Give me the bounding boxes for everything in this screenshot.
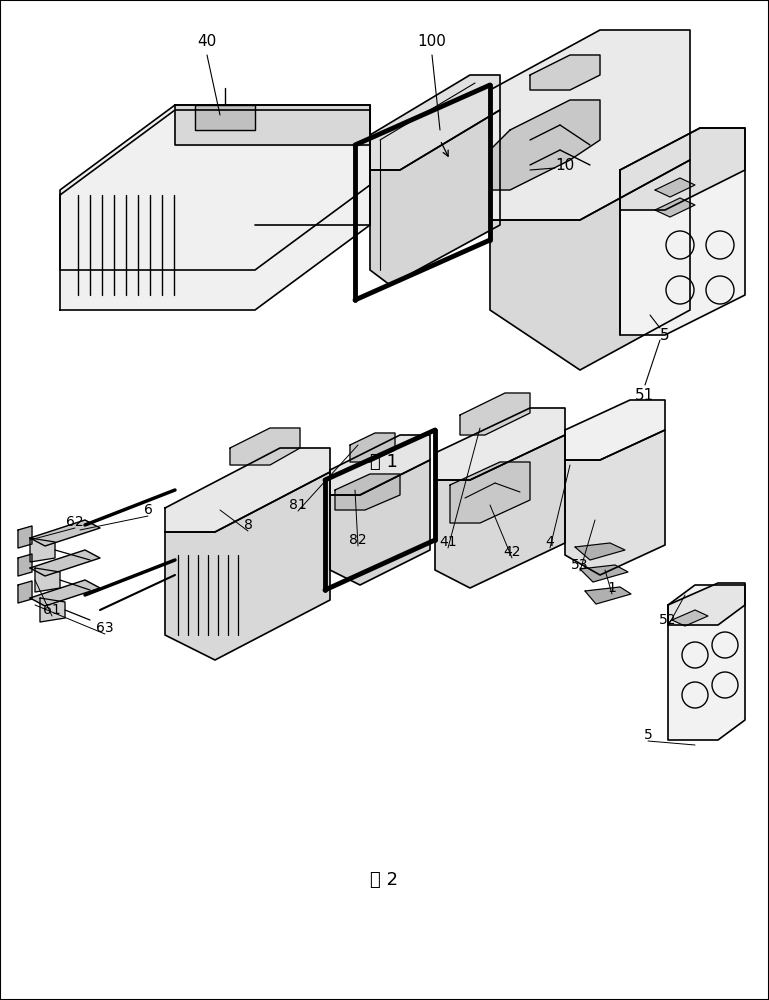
Polygon shape — [30, 520, 100, 546]
Polygon shape — [575, 543, 625, 560]
Text: 10: 10 — [555, 157, 574, 172]
Polygon shape — [175, 105, 370, 145]
Text: 53: 53 — [571, 558, 589, 572]
Text: 52: 52 — [659, 613, 677, 627]
Polygon shape — [30, 538, 55, 562]
Polygon shape — [330, 460, 430, 585]
Polygon shape — [165, 448, 330, 532]
Text: 62: 62 — [66, 515, 84, 529]
Polygon shape — [370, 110, 500, 285]
Text: 61: 61 — [43, 603, 61, 617]
Polygon shape — [435, 435, 565, 588]
Text: 图 2: 图 2 — [370, 871, 398, 889]
Polygon shape — [40, 598, 65, 622]
Text: 41: 41 — [439, 535, 457, 549]
Text: 81: 81 — [289, 498, 307, 512]
Polygon shape — [655, 178, 695, 197]
Polygon shape — [672, 610, 708, 626]
Polygon shape — [18, 526, 32, 548]
Polygon shape — [490, 100, 600, 190]
Text: 51: 51 — [635, 387, 654, 402]
Text: 63: 63 — [96, 621, 114, 635]
Text: 100: 100 — [418, 34, 447, 49]
Polygon shape — [655, 198, 695, 217]
Polygon shape — [18, 581, 32, 603]
Text: 4: 4 — [546, 535, 554, 549]
Polygon shape — [565, 400, 665, 460]
Polygon shape — [620, 128, 745, 210]
Text: 82: 82 — [349, 533, 367, 547]
Text: 42: 42 — [503, 545, 521, 559]
Text: 5: 5 — [661, 328, 670, 342]
Polygon shape — [490, 160, 690, 370]
Text: 40: 40 — [198, 34, 217, 49]
Polygon shape — [565, 430, 665, 575]
Text: 8: 8 — [244, 518, 252, 532]
Polygon shape — [35, 568, 60, 592]
Polygon shape — [668, 585, 745, 740]
Polygon shape — [450, 462, 530, 523]
Polygon shape — [18, 554, 32, 576]
Polygon shape — [195, 105, 255, 130]
Text: 1: 1 — [608, 581, 617, 595]
Polygon shape — [335, 474, 400, 510]
Text: 5: 5 — [644, 728, 652, 742]
Polygon shape — [668, 583, 745, 625]
Polygon shape — [490, 30, 690, 220]
Text: 图 1: 图 1 — [370, 453, 398, 471]
Polygon shape — [620, 128, 745, 335]
Polygon shape — [580, 565, 628, 582]
Polygon shape — [30, 550, 100, 576]
Text: 6: 6 — [144, 503, 152, 517]
Polygon shape — [585, 587, 631, 604]
Polygon shape — [370, 75, 500, 170]
Polygon shape — [30, 580, 100, 606]
Polygon shape — [460, 393, 530, 435]
Polygon shape — [435, 408, 565, 480]
Polygon shape — [165, 472, 330, 660]
Polygon shape — [60, 110, 370, 270]
Polygon shape — [350, 433, 395, 462]
Polygon shape — [330, 435, 430, 495]
Polygon shape — [60, 105, 370, 310]
Polygon shape — [230, 428, 300, 465]
Polygon shape — [530, 55, 600, 90]
